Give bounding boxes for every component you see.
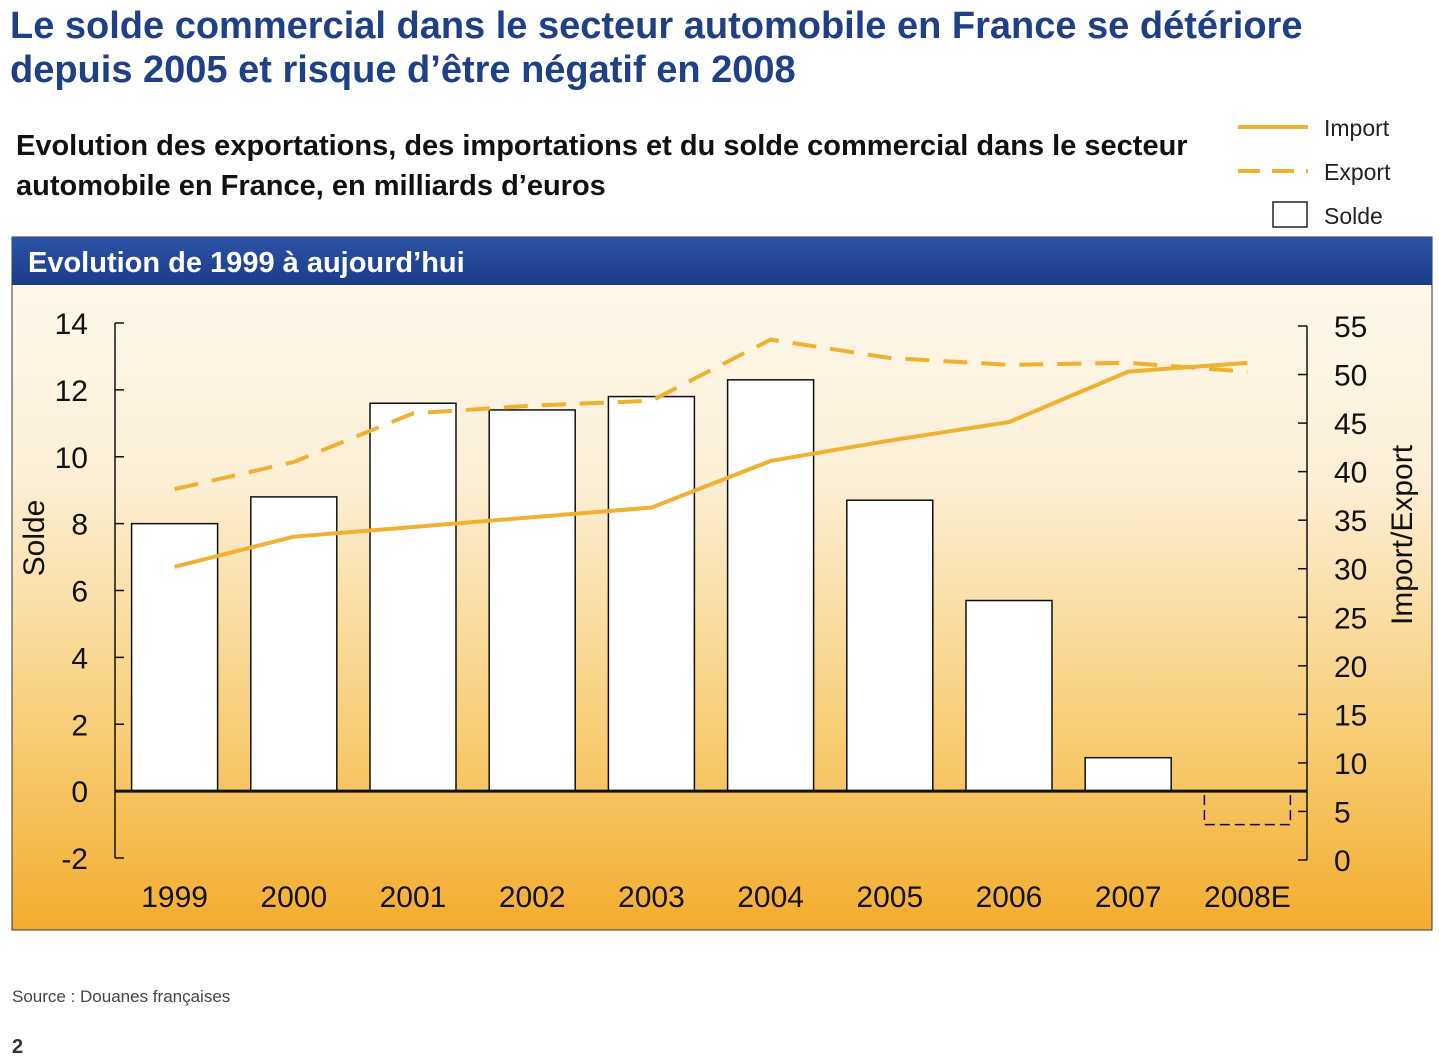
page-title: Le solde commercial dans le secteur auto… xyxy=(10,5,1303,91)
left-tick-label: 2 xyxy=(71,709,88,742)
right-tick-label: 40 xyxy=(1334,457,1367,490)
bar-solde-2000 xyxy=(250,496,338,792)
left-tick-label: 14 xyxy=(55,308,88,341)
bar-solde-2004 xyxy=(726,379,815,792)
right-tick-label: 50 xyxy=(1334,360,1367,393)
chart-subtitle: Evolution des exportations, des importat… xyxy=(16,130,1188,202)
bar-solde-2005 xyxy=(846,499,934,792)
right-tick-label: 10 xyxy=(1334,748,1367,781)
legend-solde-swatch xyxy=(1272,201,1308,228)
line-export xyxy=(174,337,1248,492)
line-import xyxy=(174,360,1248,569)
left-tick-label: 8 xyxy=(71,509,88,542)
bar-solde-2001 xyxy=(369,402,457,792)
legend-export-label: Export xyxy=(1324,159,1391,185)
right-tick-label: 45 xyxy=(1334,408,1367,441)
left-tick-label: 12 xyxy=(55,375,88,408)
x-tick-label: 2008E xyxy=(1204,881,1291,914)
right-tick-label: 35 xyxy=(1334,505,1367,538)
x-tick-label: 2005 xyxy=(856,881,923,914)
right-axis-title: Import/Export xyxy=(1386,444,1419,625)
x-tick-label: 2003 xyxy=(618,881,685,914)
bar-solde-1999 xyxy=(130,522,219,792)
panel-header-title: Evolution de 1999 à aujourd’hui xyxy=(28,247,465,279)
right-tick-label: 0 xyxy=(1334,845,1351,878)
bar-solde-2006 xyxy=(965,599,1053,792)
x-tick-label: 2006 xyxy=(976,881,1043,914)
source-note: Source : Douanes françaises xyxy=(12,987,231,1006)
left-tick-label: 10 xyxy=(55,442,88,475)
left-tick-label: 4 xyxy=(71,642,88,675)
x-tick-label: 2007 xyxy=(1095,881,1162,914)
bar-solde-2007 xyxy=(1084,756,1172,792)
right-tick-label: 55 xyxy=(1334,311,1367,344)
right-tick-label: 30 xyxy=(1334,554,1367,587)
left-tick-label: 6 xyxy=(71,576,88,609)
page-number: 2 xyxy=(12,1036,24,1058)
right-tick-label: 5 xyxy=(1334,796,1351,829)
right-tick-label: 15 xyxy=(1334,699,1367,732)
panel-header xyxy=(12,237,1432,285)
left-tick-label: 0 xyxy=(71,776,88,809)
right-tick-label: 20 xyxy=(1334,651,1367,684)
left-axis-title: Solde xyxy=(18,500,51,577)
x-tick-label: 1999 xyxy=(141,881,208,914)
chart-panel xyxy=(11,236,1433,931)
x-tick-label: 2001 xyxy=(380,881,447,914)
legend: Import Export Solde xyxy=(1238,115,1391,229)
left-tick-label: -2 xyxy=(61,843,88,876)
right-tick-label: 25 xyxy=(1334,602,1367,635)
legend-import-label: Import xyxy=(1324,115,1390,141)
x-tick-label: 2000 xyxy=(260,881,327,914)
bar-solde-2003 xyxy=(607,395,696,792)
bar-solde-2002 xyxy=(488,409,576,792)
legend-solde-label: Solde xyxy=(1324,203,1383,229)
x-tick-label: 2002 xyxy=(499,881,566,914)
x-tick-label: 2004 xyxy=(737,881,804,914)
